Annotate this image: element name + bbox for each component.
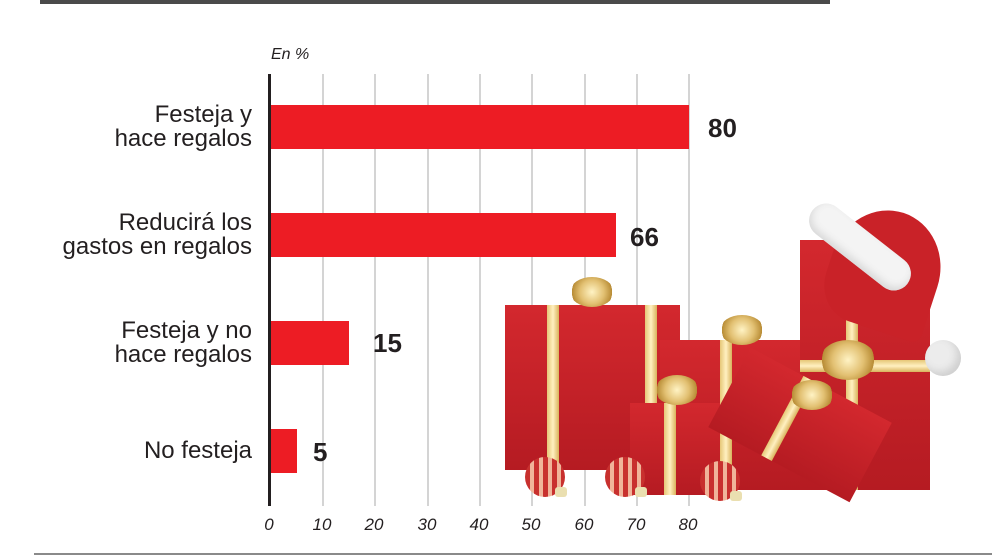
gridline-70 — [636, 74, 638, 506]
santa-hat — [800, 195, 961, 376]
ornament-ball — [525, 457, 567, 497]
gift-bow — [820, 340, 876, 380]
gridline-20 — [374, 74, 376, 506]
ornament-ball — [605, 457, 647, 497]
gridline-40 — [479, 74, 481, 506]
gift-bow — [790, 380, 834, 410]
gridline-80 — [688, 74, 690, 506]
bar-festeja-y-hace-regalos — [271, 105, 689, 149]
x-tick: 50 — [521, 515, 541, 534]
title-strip-cropped — [40, 0, 830, 4]
bar-value-label: 80 — [708, 113, 737, 143]
gift-box-small — [630, 403, 720, 495]
category-label: Festeja y hace regalos — [114, 101, 252, 152]
gift-bow — [655, 375, 699, 405]
x-tick: 40 — [469, 515, 489, 534]
x-tick: 60 — [574, 515, 594, 534]
unit-label: En % — [271, 46, 310, 63]
bar-value-label: 66 — [630, 222, 659, 252]
x-tick: 20 — [364, 515, 384, 534]
x-tick: 70 — [626, 515, 646, 534]
bottom-divider — [34, 553, 992, 555]
x-tick: 80 — [678, 515, 698, 534]
christmas-gifts-illustration — [500, 195, 970, 510]
category-label: No festeja — [143, 437, 252, 464]
x-tick: 30 — [417, 515, 437, 534]
gridline-10 — [322, 74, 324, 506]
gridline-50 — [531, 74, 533, 506]
x-tick: 10 — [312, 515, 332, 534]
category-label: Festeja y no hace regalos — [114, 317, 252, 368]
gridline-30 — [427, 74, 429, 506]
bar-value-label: 5 — [313, 437, 328, 467]
x-tick: 0 — [264, 515, 274, 534]
bar-reducira-los-gastos — [271, 213, 616, 257]
ornament-ball — [700, 461, 742, 501]
gift-bow — [720, 315, 764, 345]
gift-bow — [570, 277, 614, 307]
bar-value-label: 15 — [373, 328, 402, 358]
y-axis-line — [268, 74, 271, 506]
category-label: Reducirá los gastos en regalos — [62, 209, 252, 260]
bar-festeja-y-no-hace-regalos — [271, 321, 349, 365]
bar-no-festeja — [271, 429, 297, 473]
